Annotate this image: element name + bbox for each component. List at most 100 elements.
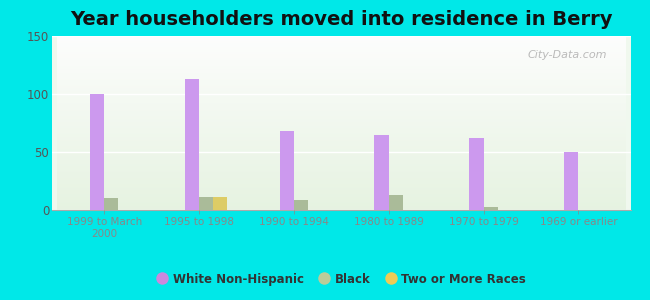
Bar (57, 37, 626, 38)
Bar (564, 152, 579, 210)
Bar (57, 38, 626, 39)
Bar (57, 51, 626, 52)
Bar (57, 186, 626, 187)
Bar (57, 56, 626, 57)
Bar (57, 169, 626, 170)
Bar (57, 147, 626, 148)
Bar (57, 172, 626, 173)
Bar (57, 178, 626, 179)
Bar (57, 46, 626, 47)
Bar (469, 138, 484, 210)
Bar (57, 99, 626, 100)
Bar (57, 93, 626, 94)
Bar (57, 123, 626, 124)
Bar (57, 150, 626, 151)
Bar (57, 188, 626, 189)
Bar (57, 170, 626, 171)
Bar (57, 120, 626, 121)
Bar (104, 198, 118, 210)
Bar (57, 48, 626, 49)
Bar (57, 58, 626, 59)
Bar (57, 64, 626, 65)
Bar (57, 92, 626, 93)
Bar (185, 79, 199, 210)
Bar (57, 113, 626, 114)
Bar (57, 198, 626, 199)
Bar (57, 153, 626, 154)
Bar (57, 209, 626, 210)
Bar (57, 140, 626, 141)
Bar (57, 72, 626, 73)
Bar (57, 119, 626, 120)
Bar (57, 85, 626, 86)
Bar (57, 180, 626, 181)
Bar (57, 176, 626, 177)
Bar (57, 201, 626, 202)
Bar (57, 159, 626, 160)
Bar (57, 126, 626, 127)
Bar (57, 203, 626, 204)
Bar (57, 50, 626, 51)
Bar (57, 190, 626, 191)
Bar (57, 193, 626, 194)
Bar (57, 75, 626, 76)
Bar (57, 164, 626, 165)
Bar (57, 52, 626, 53)
Bar (57, 112, 626, 113)
Bar (57, 102, 626, 103)
Bar (57, 139, 626, 140)
Bar (57, 141, 626, 142)
Bar (57, 109, 626, 110)
Bar (57, 145, 626, 146)
Bar (57, 117, 626, 118)
Bar (57, 138, 626, 139)
Text: City-Data.com: City-Data.com (528, 50, 607, 60)
Bar (57, 94, 626, 95)
Bar (57, 137, 626, 138)
Bar (57, 168, 626, 169)
Bar (57, 70, 626, 71)
Bar (57, 185, 626, 186)
Bar (57, 105, 626, 106)
Bar (57, 43, 626, 44)
Bar (57, 107, 626, 108)
Bar (57, 47, 626, 48)
Bar (57, 49, 626, 50)
Bar (57, 133, 626, 134)
Bar (213, 197, 228, 210)
Bar (57, 55, 626, 56)
Bar (57, 196, 626, 197)
Bar (57, 86, 626, 87)
Bar (57, 100, 626, 101)
Bar (57, 53, 626, 54)
Bar (57, 161, 626, 162)
Bar (57, 59, 626, 60)
Bar (57, 65, 626, 66)
Bar (57, 114, 626, 115)
Bar (57, 95, 626, 96)
Bar (57, 149, 626, 150)
Bar (57, 54, 626, 55)
Bar (57, 205, 626, 206)
Bar (57, 165, 626, 166)
Bar (57, 174, 626, 175)
Bar (57, 144, 626, 145)
Bar (57, 39, 626, 40)
Bar (484, 206, 498, 210)
Bar (57, 179, 626, 180)
Bar (57, 121, 626, 122)
Bar (57, 154, 626, 155)
Bar (57, 162, 626, 163)
Bar (57, 125, 626, 126)
Bar (57, 57, 626, 58)
Bar (57, 200, 626, 201)
Bar (57, 156, 626, 157)
Bar (57, 106, 626, 107)
Bar (57, 157, 626, 158)
Bar (57, 130, 626, 131)
Bar (57, 103, 626, 104)
Bar (57, 60, 626, 61)
Bar (57, 134, 626, 135)
Bar (57, 90, 626, 91)
Bar (57, 84, 626, 85)
